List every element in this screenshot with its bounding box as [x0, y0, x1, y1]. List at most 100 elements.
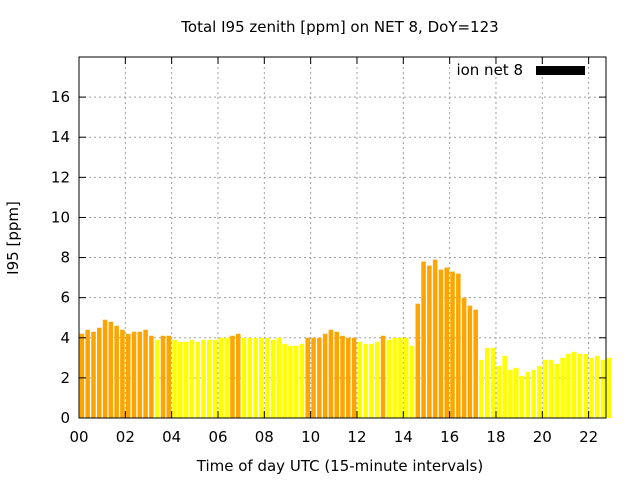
- bar: [589, 357, 594, 418]
- bar: [456, 273, 461, 418]
- bar: [282, 343, 287, 418]
- bar: [97, 327, 102, 418]
- bar: [369, 343, 374, 418]
- bar: [195, 341, 200, 418]
- bar: [508, 369, 513, 418]
- bar: [450, 271, 455, 418]
- bar: [201, 339, 206, 418]
- x-tick-label: 14: [394, 428, 413, 446]
- x-tick-label: 02: [116, 428, 135, 446]
- bar: [120, 329, 125, 418]
- bar: [189, 339, 195, 418]
- y-axis-ticks: 0 2 4 6 8 10 12 14 16: [51, 88, 606, 427]
- x-axis-ticks: 00 02 04 06 08 10 12 14 16 18 20 22: [69, 57, 598, 446]
- bar: [270, 339, 276, 418]
- bar: [479, 359, 484, 418]
- x-tick-label: 06: [208, 428, 227, 446]
- bar: [513, 367, 519, 418]
- bar: [554, 363, 560, 418]
- bar: [461, 297, 467, 418]
- bar: [560, 357, 565, 418]
- bar: [374, 341, 380, 418]
- bar: [346, 337, 351, 418]
- bar: [444, 267, 449, 418]
- bar: [328, 329, 334, 418]
- legend: ion net 8: [456, 61, 585, 79]
- bar: [241, 337, 247, 418]
- legend-swatch: [536, 66, 585, 75]
- bar: [415, 303, 421, 418]
- bar: [566, 353, 571, 418]
- bar: [317, 337, 322, 418]
- bar: [432, 259, 438, 418]
- bar: [143, 329, 148, 418]
- bar: [467, 305, 473, 418]
- bar: [392, 337, 397, 418]
- x-tick-label: 12: [347, 428, 366, 446]
- bar: [548, 359, 554, 418]
- y-tick-label: 14: [51, 128, 70, 146]
- bar: [149, 335, 154, 418]
- bar: [91, 331, 96, 418]
- bar: [293, 345, 299, 418]
- x-tick-label: 00: [69, 428, 88, 446]
- plot-frame: [78, 56, 607, 419]
- bar: [490, 347, 496, 418]
- bar: [102, 319, 108, 418]
- bar: [288, 345, 293, 418]
- bar: [311, 337, 316, 418]
- bar: [137, 331, 143, 418]
- bar: [398, 337, 403, 418]
- y-tick-label: 4: [60, 329, 70, 347]
- bar: [264, 337, 270, 418]
- y-tick-label: 6: [60, 289, 70, 307]
- y-tick-label: 2: [60, 369, 70, 387]
- legend-label: ion net 8: [456, 61, 523, 79]
- x-tick-label: 18: [486, 428, 505, 446]
- bar: [427, 265, 432, 418]
- grid-lines: [79, 57, 606, 418]
- bar: [299, 343, 305, 418]
- y-tick-label: 12: [51, 168, 70, 186]
- bar: [183, 341, 189, 418]
- bar: [224, 337, 229, 418]
- x-axis-title: Time of day UTC (15-minute intervals): [196, 457, 483, 475]
- bar: [519, 375, 525, 418]
- x-tick-label: 10: [301, 428, 320, 446]
- x-tick-label: 22: [579, 428, 598, 446]
- bar: [577, 353, 583, 418]
- bar: [79, 333, 85, 418]
- bar: [438, 269, 444, 418]
- bars: [79, 259, 612, 418]
- bar: [542, 359, 548, 418]
- bar: [334, 331, 339, 418]
- bar: [131, 331, 137, 418]
- bar: [600, 359, 606, 418]
- bar: [606, 357, 612, 418]
- bar: [351, 337, 357, 418]
- bar: [212, 339, 218, 418]
- bar: [357, 341, 363, 418]
- x-tick-label: 08: [255, 428, 274, 446]
- bar: [125, 333, 131, 418]
- bar: [502, 355, 507, 418]
- bar: [537, 365, 542, 418]
- bar: [85, 329, 90, 418]
- bar: [207, 339, 212, 418]
- bar: [496, 365, 502, 418]
- bar: [108, 321, 114, 418]
- bar: [571, 351, 577, 418]
- bar: [172, 339, 177, 418]
- bar: [160, 335, 166, 418]
- bar: [380, 335, 386, 418]
- bar: [276, 337, 282, 418]
- bar: [363, 343, 368, 418]
- bar: [531, 369, 536, 418]
- bar: [166, 335, 172, 418]
- bar: [409, 345, 415, 418]
- bar: [259, 337, 264, 418]
- bar: [473, 309, 478, 418]
- bar: [178, 341, 183, 418]
- x-tick-label: 04: [162, 428, 181, 446]
